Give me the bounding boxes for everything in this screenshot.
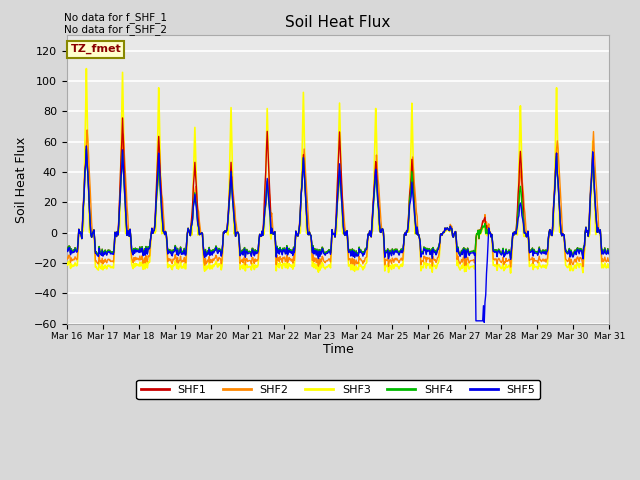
Text: No data for f_SHF_1: No data for f_SHF_1 <box>64 12 167 23</box>
X-axis label: Time: Time <box>323 343 353 356</box>
Y-axis label: Soil Heat Flux: Soil Heat Flux <box>15 136 28 223</box>
Title: Soil Heat Flux: Soil Heat Flux <box>285 15 391 30</box>
Text: TZ_fmet: TZ_fmet <box>70 44 121 54</box>
Text: No data for f_SHF_2: No data for f_SHF_2 <box>64 24 167 35</box>
Legend: SHF1, SHF2, SHF3, SHF4, SHF5: SHF1, SHF2, SHF3, SHF4, SHF5 <box>136 380 540 399</box>
